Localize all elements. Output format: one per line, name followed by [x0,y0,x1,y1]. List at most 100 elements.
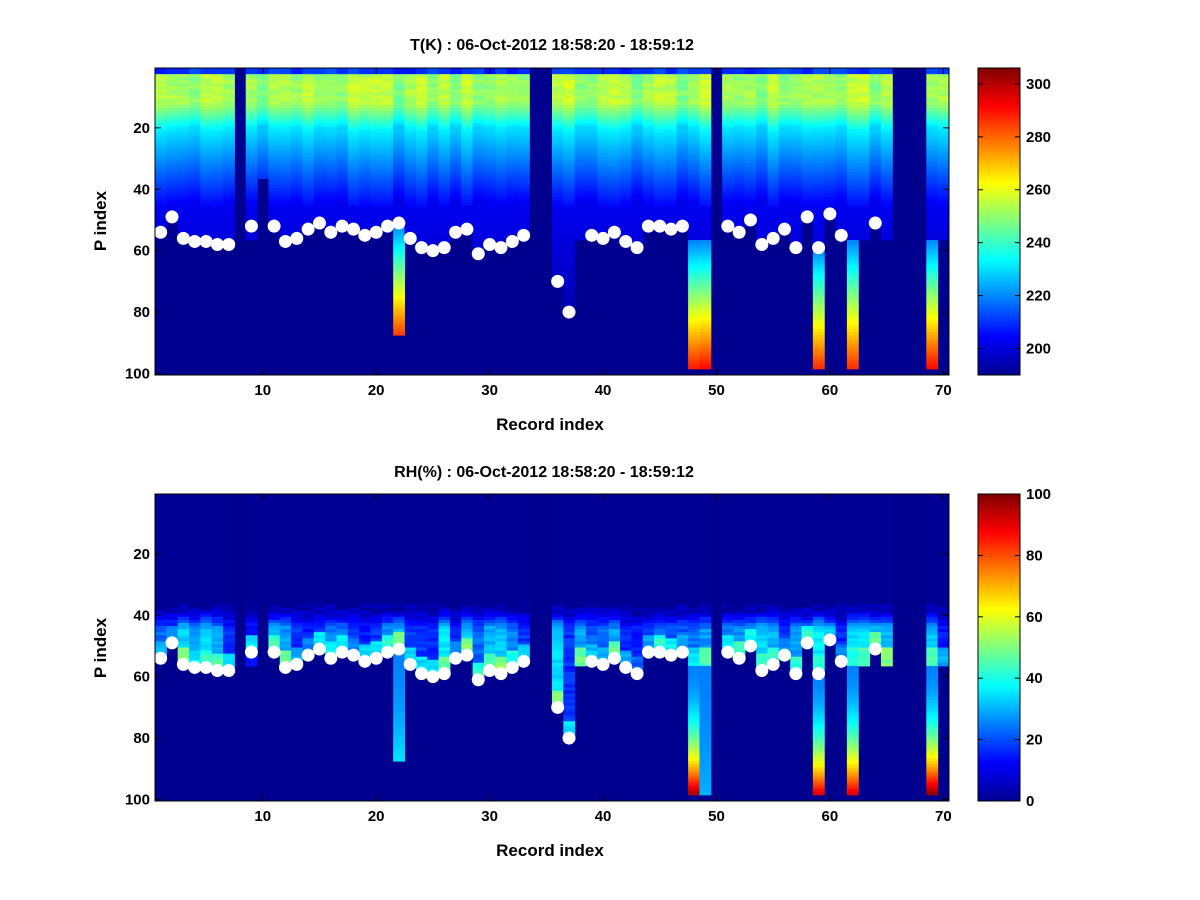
heatmap-column [404,494,417,667]
surface-marker [778,648,792,662]
heatmap-column [177,68,190,241]
heatmap-column [688,68,700,370]
heatmap-column [563,68,576,315]
x-tick-label: 60 [822,808,839,825]
surface-marker [619,660,633,674]
heatmap-column [812,494,825,796]
surface-marker [449,651,463,665]
heatmap-column [506,68,519,244]
temperature-colorbar-ticks: 200 220 240 260 280 300 [978,76,1051,358]
y-tick-label: 40 [133,607,150,624]
surface-marker [641,645,655,659]
humidity-heatmap [155,494,950,801]
surface-marker [460,648,474,662]
heatmap-column [642,68,655,229]
heatmap-column [790,494,803,676]
surface-marker [176,231,190,245]
heatmap-column [744,68,757,222]
surface-marker [199,660,213,674]
heatmap-column [517,68,530,238]
heatmap-column [642,494,655,655]
temperature-title: T(K) : 06-Oct-2012 18:58:20 - 18:59:12 [410,37,694,54]
heatmap-column [177,494,190,667]
x-tick-label: 30 [481,382,498,399]
surface-marker [732,651,746,665]
heatmap-column [313,68,326,226]
heatmap-column [347,68,360,232]
surface-marker [278,660,292,674]
surface-marker [789,241,803,255]
heatmap-column [404,68,417,241]
heatmap-column [483,68,496,247]
surface-marker [358,654,372,668]
colorbar-tick-label: 220 [1026,288,1051,305]
surface-marker [778,222,792,236]
surface-marker [381,219,395,233]
heatmap-column [211,494,224,673]
surface-marker [585,228,599,242]
surface-marker [244,645,258,659]
surface-marker [290,657,304,671]
surface-marker [868,216,882,230]
surface-marker [483,664,497,678]
surface-marker [426,670,440,684]
x-tick-label: 70 [935,382,952,399]
surface-marker [551,700,565,714]
surface-marker [766,231,780,245]
heatmap-column [517,494,530,664]
heatmap-column [767,68,780,241]
heatmap-column [359,68,372,238]
heatmap-column [245,494,258,667]
heatmap-column [472,494,485,682]
heatmap-column [483,494,496,673]
surface-marker [812,241,826,255]
surface-marker [641,219,655,233]
heatmap-column [586,68,598,238]
surface-marker [278,234,292,248]
surface-marker [630,241,644,255]
heatmap-column [359,494,372,664]
heatmap-column [722,494,734,655]
surface-marker [517,228,531,242]
surface-marker [312,216,326,230]
surface-marker [585,654,599,668]
surface-marker [607,225,621,239]
heatmap-column [552,68,564,284]
heatmap-column [699,68,712,370]
heatmap-column [880,68,893,241]
heatmap-column [574,68,587,241]
surface-marker [834,654,848,668]
heatmap-column [200,68,213,244]
heatmap-column [926,68,939,370]
surface-marker [744,213,757,227]
surface-marker [403,657,417,671]
heatmap-column [393,494,406,762]
y-tick-label: 60 [133,243,150,260]
heatmap-column [257,494,269,606]
temperature-y-ticks: 20 40 60 80 100 [125,120,949,382]
heatmap-column [665,494,678,658]
heatmap-column [552,494,564,710]
heatmap-column [654,494,666,655]
x-tick-label: 60 [822,382,839,399]
heatmap-column [858,68,871,241]
heatmap-column [370,68,383,235]
heatmap-column [586,494,598,664]
surface-marker [494,667,508,681]
heatmap-column [790,68,803,250]
heatmap-column [427,68,440,253]
heatmap-column [812,68,825,370]
heatmap-column [699,494,712,796]
surface-marker [755,238,769,252]
heatmap-column [858,494,871,667]
heatmap-column [336,494,349,655]
y-tick-label: 40 [133,181,150,198]
heatmap-column [608,494,621,661]
colorbar-tick-label: 0 [1026,793,1034,810]
heatmap-column [291,68,303,241]
heatmap-column [268,494,281,655]
heatmap-column [166,68,179,219]
heatmap-column [631,494,644,676]
heatmap-column [449,68,462,235]
x-tick-label: 10 [254,808,271,825]
